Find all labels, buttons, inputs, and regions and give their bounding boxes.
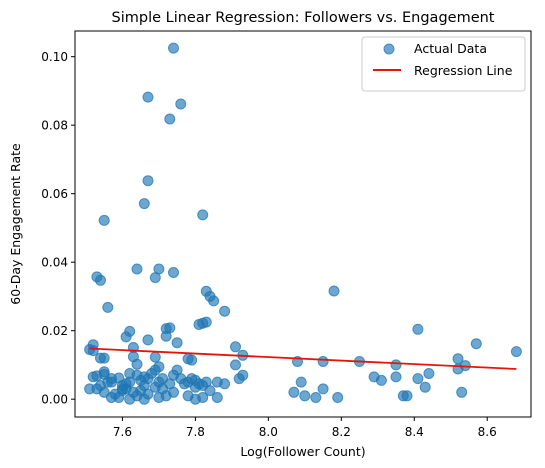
data-point <box>189 381 201 393</box>
data-point <box>124 376 136 388</box>
data-point <box>230 341 241 353</box>
data-point <box>412 323 424 335</box>
data-point <box>197 392 209 403</box>
data-point <box>142 334 154 346</box>
data-point <box>168 386 179 398</box>
data-point <box>375 374 387 386</box>
x-tick-label: 7.8 <box>186 425 205 439</box>
data-point <box>390 359 402 371</box>
data-point <box>138 198 150 210</box>
y-tick-label: 0.10 <box>41 50 68 64</box>
legend-box <box>361 36 526 92</box>
data-point <box>204 385 216 397</box>
data-point <box>211 392 223 403</box>
data-point <box>95 352 106 364</box>
data-point <box>299 390 311 402</box>
y-tick-label: 0.04 <box>41 256 68 270</box>
data-point <box>84 383 96 395</box>
x-tick-label: 8.0 <box>259 425 278 439</box>
y-tick-label: 0.06 <box>41 187 68 201</box>
data-point <box>153 392 165 403</box>
data-point <box>142 91 154 103</box>
data-point <box>142 175 154 187</box>
legend-label-actual-data: Actual Data <box>414 41 487 56</box>
chart-title: Simple Linear Regression: Followers vs. … <box>112 10 495 26</box>
data-point <box>116 383 128 395</box>
data-point <box>131 263 143 275</box>
data-point <box>456 386 468 398</box>
x-tick-label: 8.4 <box>405 425 424 439</box>
data-point <box>510 346 522 358</box>
y-tick-label: 0.08 <box>41 119 68 133</box>
data-point <box>310 392 322 403</box>
data-point <box>102 301 114 313</box>
y-axis-ticks: 0.00 0.02 0.04 0.06 0.08 0.10 <box>41 50 75 407</box>
data-point <box>175 98 187 110</box>
data-point <box>95 380 106 391</box>
y-tick-label: 0.00 <box>41 393 68 407</box>
data-point <box>401 390 413 402</box>
data-point <box>98 366 110 378</box>
data-point <box>317 356 329 367</box>
legend-label-regression-line: Regression Line <box>414 63 513 78</box>
data-point <box>328 285 340 297</box>
data-point <box>95 274 106 286</box>
x-tick-label: 8.6 <box>478 425 497 439</box>
data-point <box>138 380 150 391</box>
legend: Actual Data Regression Line <box>361 36 526 92</box>
y-tick-label: 0.02 <box>41 324 68 338</box>
x-axis-ticks: 7.6 7.8 8.0 8.2 8.4 8.6 <box>113 417 497 439</box>
x-axis-label: Log(Follower Count) <box>240 444 365 459</box>
data-point <box>160 330 172 342</box>
data-point <box>390 371 402 383</box>
data-point <box>470 338 482 350</box>
data-point <box>120 331 132 343</box>
scatter-points <box>84 42 522 405</box>
data-point <box>295 376 307 388</box>
regression-line-layer <box>89 347 517 370</box>
data-point <box>149 272 161 284</box>
data-point <box>186 354 198 366</box>
legend-scatter-marker <box>383 43 395 55</box>
data-point <box>208 295 220 307</box>
data-point <box>419 381 431 393</box>
x-tick-label: 7.6 <box>113 425 132 439</box>
data-point <box>288 386 300 398</box>
data-point <box>87 345 99 357</box>
data-point <box>149 364 161 376</box>
data-point <box>317 383 329 395</box>
data-point <box>230 359 241 371</box>
data-point <box>98 214 110 226</box>
regression-line <box>89 347 517 370</box>
data-point <box>219 378 231 390</box>
data-point <box>106 376 117 388</box>
plot-frame <box>74 30 532 418</box>
data-point <box>149 351 161 363</box>
x-tick-label: 8.2 <box>332 425 351 439</box>
data-point <box>168 267 179 278</box>
data-point <box>168 42 179 54</box>
data-point <box>197 317 209 329</box>
data-point <box>412 373 424 385</box>
data-point <box>164 113 176 125</box>
y-axis-label: 60-Day Engagement Rate <box>8 143 23 305</box>
data-point <box>219 305 231 317</box>
data-point <box>332 392 344 403</box>
data-point <box>423 368 435 379</box>
data-point <box>138 393 150 405</box>
data-point <box>237 369 249 381</box>
data-point <box>171 337 183 349</box>
data-point <box>131 358 143 370</box>
data-point <box>197 209 209 221</box>
